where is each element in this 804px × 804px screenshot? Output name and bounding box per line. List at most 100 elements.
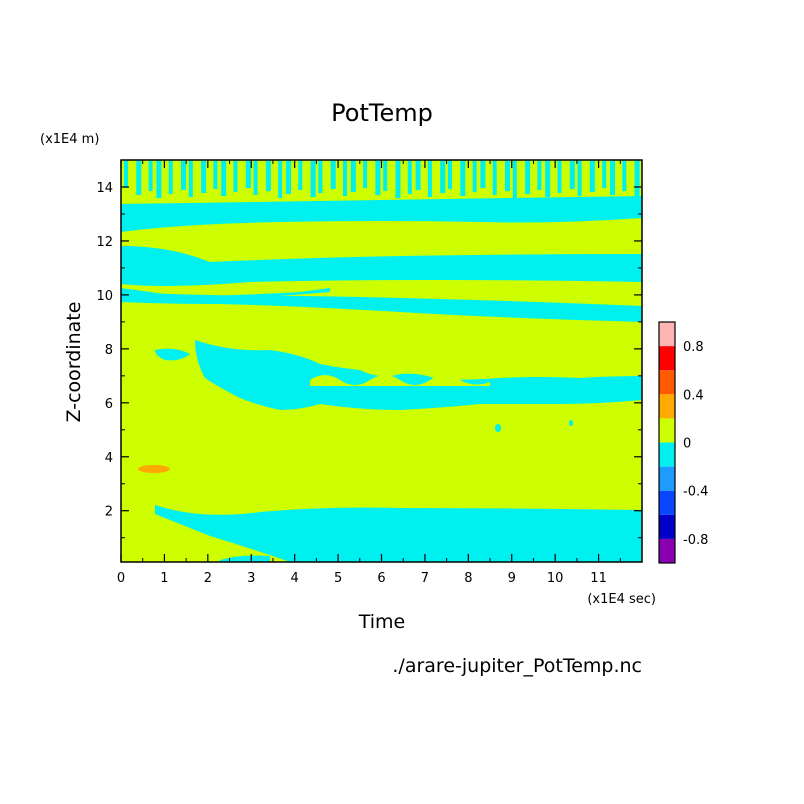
x-tick-label: 2	[204, 571, 212, 586]
colorbar-swatch	[659, 322, 675, 347]
band-lower-bottom	[220, 555, 270, 562]
speck-2	[569, 420, 573, 426]
y-tick-label: 10	[96, 289, 113, 304]
striation	[318, 160, 323, 193]
band-lower-mid-bumps	[310, 375, 490, 386]
striation	[460, 160, 466, 196]
striation	[427, 160, 432, 197]
filename-label: ./arare-jupiter_PotTemp.nc	[392, 655, 642, 677]
striation	[124, 160, 128, 188]
striation	[505, 160, 510, 191]
y-axis: 2 4 6 8 10 12 14	[96, 159, 642, 539]
striation	[480, 160, 486, 188]
positive-patch	[138, 465, 170, 473]
y-tick-label: 12	[96, 235, 113, 250]
striation	[213, 160, 218, 189]
striation	[407, 160, 412, 194]
x-axis-label: Time	[358, 611, 406, 633]
striation	[221, 160, 227, 196]
plot-area	[121, 160, 642, 562]
striation	[233, 160, 238, 192]
colorbar-swatch	[659, 394, 675, 419]
striation	[310, 160, 316, 197]
x-tick-label: 4	[291, 571, 299, 586]
x-tick-label: 3	[247, 571, 255, 586]
striation	[201, 160, 207, 193]
band-lower	[155, 505, 642, 562]
striation	[395, 160, 401, 198]
colorbar-swatch	[659, 466, 675, 491]
striation	[136, 160, 142, 195]
striation	[245, 160, 251, 188]
striation	[278, 160, 283, 198]
striation	[168, 160, 173, 194]
colorbar-tick-label: -0.8	[683, 533, 708, 548]
colorbar-tick-label: -0.4	[683, 485, 708, 500]
striation	[622, 160, 627, 191]
colorbar-swatch	[659, 538, 675, 563]
x-tick-label: 8	[464, 571, 472, 586]
colorbar-swatch	[659, 418, 675, 443]
striation	[181, 160, 186, 190]
striation	[545, 160, 551, 197]
striation	[375, 160, 381, 195]
speck-1	[495, 424, 501, 432]
colorbar-tick-label: 0.4	[683, 388, 704, 403]
y-axis-label: Z-coordinate	[63, 302, 85, 423]
colorbar-swatch	[659, 490, 675, 515]
x-axis: 0 1 2 3 4 5 6 7 8 9 10 11	[117, 160, 621, 586]
striation	[415, 160, 421, 190]
striation	[148, 160, 153, 191]
colorbar-swatch	[659, 514, 675, 539]
striation	[298, 160, 303, 190]
band-lower-mid-blob	[155, 348, 190, 361]
striation	[537, 160, 542, 190]
striation	[265, 160, 271, 191]
striation	[525, 160, 531, 194]
striation	[512, 160, 517, 198]
x-tick-label: 9	[508, 571, 516, 586]
colorbar: -0.8 -0.4 0 0.4 0.8	[658, 321, 708, 564]
striation	[577, 160, 582, 196]
striation	[610, 160, 615, 195]
x-unit-label: (x1E4 sec)	[587, 592, 656, 607]
x-tick-label: 6	[377, 571, 385, 586]
striation	[448, 160, 452, 189]
striation	[188, 160, 193, 197]
x-tick-label: 7	[421, 571, 429, 586]
colorbar-swatch	[659, 370, 675, 395]
band-upper	[121, 196, 642, 232]
striation	[589, 160, 595, 192]
colorbar-swatch	[659, 346, 675, 371]
striation	[569, 160, 575, 189]
colorbar-frame	[658, 321, 676, 564]
striation	[557, 160, 562, 193]
chart-title: PotTemp	[331, 99, 433, 127]
striation	[350, 160, 356, 192]
striation	[343, 160, 347, 196]
striation	[472, 160, 477, 192]
striation	[156, 160, 162, 198]
striation	[330, 160, 336, 189]
y-unit-label: (x1E4 m)	[40, 132, 99, 147]
x-tick-label: 1	[160, 571, 168, 586]
x-tick-label: 11	[590, 571, 607, 586]
x-tick-label: 0	[117, 571, 125, 586]
colorbar-tick-label: 0	[683, 437, 691, 452]
colorbar-tick-label: 0.8	[683, 340, 704, 355]
y-tick-label: 4	[105, 451, 113, 466]
y-tick-label: 14	[96, 181, 113, 196]
band-lower-mid	[195, 340, 642, 410]
y-tick-label: 2	[105, 505, 113, 520]
x-tick-label: 5	[334, 571, 342, 586]
band-upper-mid	[121, 246, 642, 286]
x-tick-label: 10	[547, 571, 564, 586]
striation	[440, 160, 446, 193]
striation	[602, 160, 607, 188]
striation	[634, 160, 640, 198]
y-tick-label: 8	[105, 343, 113, 358]
band-mid	[121, 292, 642, 322]
colorbar-swatch	[659, 442, 675, 467]
striation	[286, 160, 291, 194]
